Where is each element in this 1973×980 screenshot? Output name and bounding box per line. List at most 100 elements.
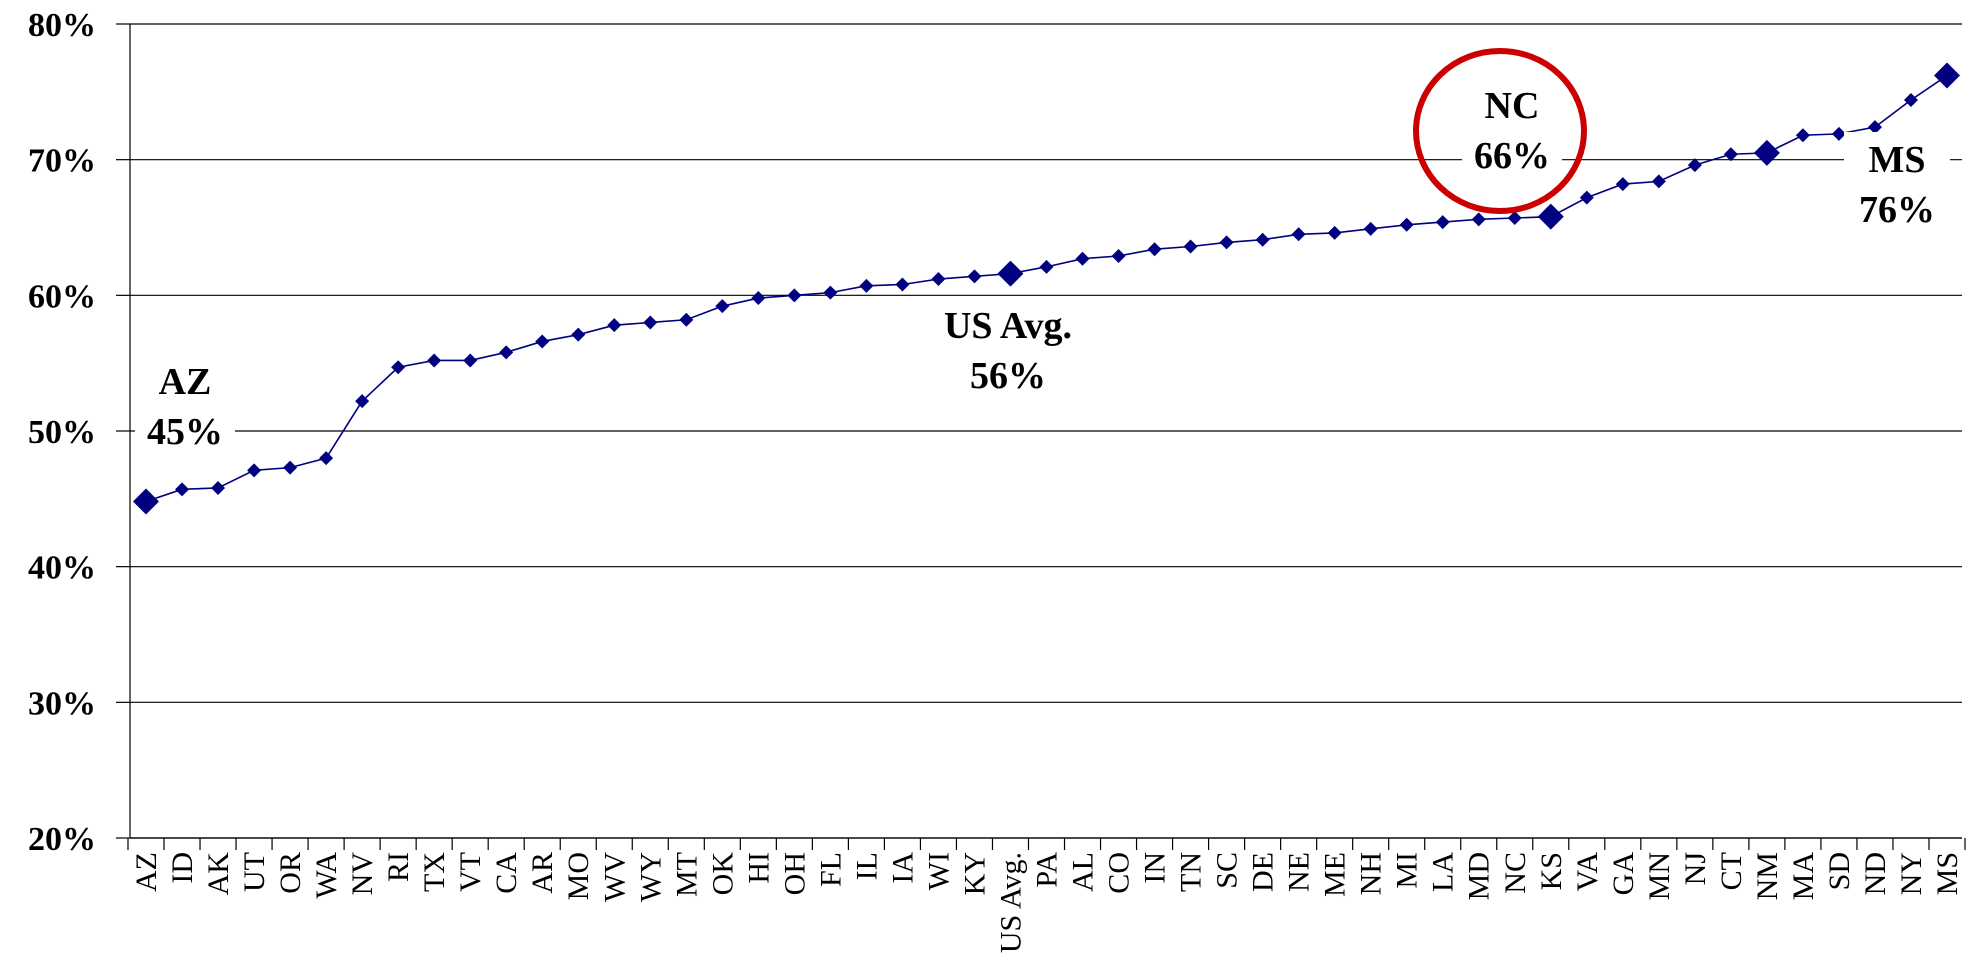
- x-tick-label: OR: [274, 852, 307, 894]
- nc-value: 66%: [1474, 135, 1550, 177]
- az-value: 45%: [147, 411, 223, 453]
- data-point: [427, 353, 442, 368]
- x-tick-label: LA: [1427, 852, 1460, 892]
- x-tick-label: CT: [1715, 852, 1748, 890]
- x-tick-label: AZ: [130, 852, 163, 892]
- data-point: [211, 480, 226, 495]
- annotations: AZ 45% US Avg. 56% NC 66% MS 76%: [135, 48, 1950, 454]
- x-tick-label: US Avg.: [994, 852, 1027, 953]
- data-point: [571, 327, 586, 342]
- data-point: [391, 360, 406, 375]
- y-tick-label: 80%: [28, 7, 96, 44]
- x-tick-label: IA: [886, 852, 919, 884]
- data-point: [1831, 126, 1846, 141]
- data-point: [679, 312, 694, 327]
- x-tick-label: MD: [1463, 852, 1496, 900]
- us-avg-value: 56%: [970, 355, 1046, 397]
- data-point: [607, 318, 622, 333]
- x-tick-label: WY: [634, 852, 667, 902]
- y-tick-labels: 20% 30% 40% 50% 60% 70% 80%: [28, 7, 96, 858]
- y-tick-label: 60%: [28, 278, 96, 315]
- x-tick-label: NJ: [1679, 852, 1712, 886]
- data-point: [1327, 225, 1342, 240]
- axes: [116, 23, 1966, 850]
- data-point: [247, 463, 262, 478]
- data-point: [355, 394, 370, 409]
- x-tick-label: GA: [1607, 852, 1640, 896]
- data-point: [859, 278, 874, 293]
- data-point: [1291, 227, 1306, 242]
- x-tick-label: VT: [454, 852, 487, 892]
- data-point: [967, 269, 982, 284]
- data-point: [823, 285, 838, 300]
- x-tick-label: IN: [1139, 852, 1172, 884]
- data-point: [1723, 147, 1738, 162]
- data-point: [1867, 120, 1882, 135]
- data-point: [643, 315, 658, 330]
- data-point: [1471, 212, 1486, 227]
- x-tick-label: AR: [526, 852, 559, 894]
- x-tick-label: TX: [418, 852, 451, 892]
- x-tick-label: ID: [166, 852, 199, 884]
- data-point: [1687, 158, 1702, 173]
- nc-annotation: NC 66%: [1462, 78, 1562, 177]
- x-tick-label: OH: [778, 852, 811, 895]
- data-point: [895, 277, 910, 292]
- az-label-background: [135, 354, 235, 454]
- x-tick-label: DE: [1247, 852, 1280, 892]
- data-point: [175, 482, 190, 497]
- data-point: [1651, 174, 1666, 189]
- data-point-highlight: [1753, 139, 1780, 166]
- x-tick-label: RI: [382, 852, 415, 882]
- data-point: [499, 345, 514, 360]
- x-tick-label: SD: [1823, 852, 1856, 890]
- x-tick-label: WV: [598, 852, 631, 902]
- x-tick-label: NM: [1751, 852, 1784, 900]
- y-tick-label: 20%: [28, 821, 96, 858]
- x-tick-label: IL: [850, 852, 883, 880]
- data-point: [319, 451, 334, 466]
- x-tick-label: SC: [1211, 852, 1244, 889]
- x-tick-label: KY: [958, 852, 991, 895]
- x-tick-label: ME: [1319, 852, 1352, 897]
- data-point: [1399, 217, 1414, 232]
- y-tick-label: 40%: [28, 550, 96, 587]
- data-point: [1363, 221, 1378, 236]
- data-point: [535, 334, 550, 349]
- x-tick-label: MS: [1931, 852, 1964, 895]
- x-tick-label: WA: [310, 852, 343, 899]
- x-tick-label: AK: [202, 852, 235, 896]
- series-line: [145, 74, 1948, 503]
- x-tick-label: WI: [922, 852, 955, 890]
- data-point: [1183, 239, 1198, 254]
- x-tick-label: KS: [1535, 852, 1568, 890]
- y-tick-label: 50%: [28, 414, 96, 451]
- data-point: [283, 460, 298, 475]
- nc-highlight-circle: [1413, 48, 1587, 214]
- us-avg-annotation: US Avg. 56%: [933, 298, 1083, 406]
- data-point: [1435, 215, 1450, 230]
- gridlines: [130, 23, 1962, 839]
- data-point: [751, 291, 766, 306]
- x-tick-label: NV: [346, 852, 379, 896]
- ms-annotation: MS 76%: [1844, 132, 1950, 244]
- data-point-highlight: [1934, 62, 1960, 89]
- x-tick-label: NC: [1499, 852, 1532, 894]
- data-point: [1795, 128, 1810, 143]
- data-series: [133, 62, 1960, 515]
- nc-label-background: [1462, 78, 1562, 174]
- ms-value: 76%: [1859, 189, 1935, 231]
- az-annotation: AZ 45%: [135, 354, 235, 454]
- data-point: [1255, 232, 1270, 247]
- x-tick-label: MN: [1643, 852, 1676, 900]
- ms-label: MS: [1869, 139, 1926, 181]
- x-tick-label: CA: [490, 852, 523, 894]
- x-tick-label: AL: [1067, 852, 1100, 892]
- data-point: [1579, 190, 1594, 205]
- nc-label: NC: [1485, 85, 1540, 127]
- x-tick-label: NH: [1355, 852, 1388, 895]
- data-point-highlight: [1537, 203, 1564, 230]
- data-point: [463, 353, 478, 368]
- data-point: [1039, 259, 1054, 274]
